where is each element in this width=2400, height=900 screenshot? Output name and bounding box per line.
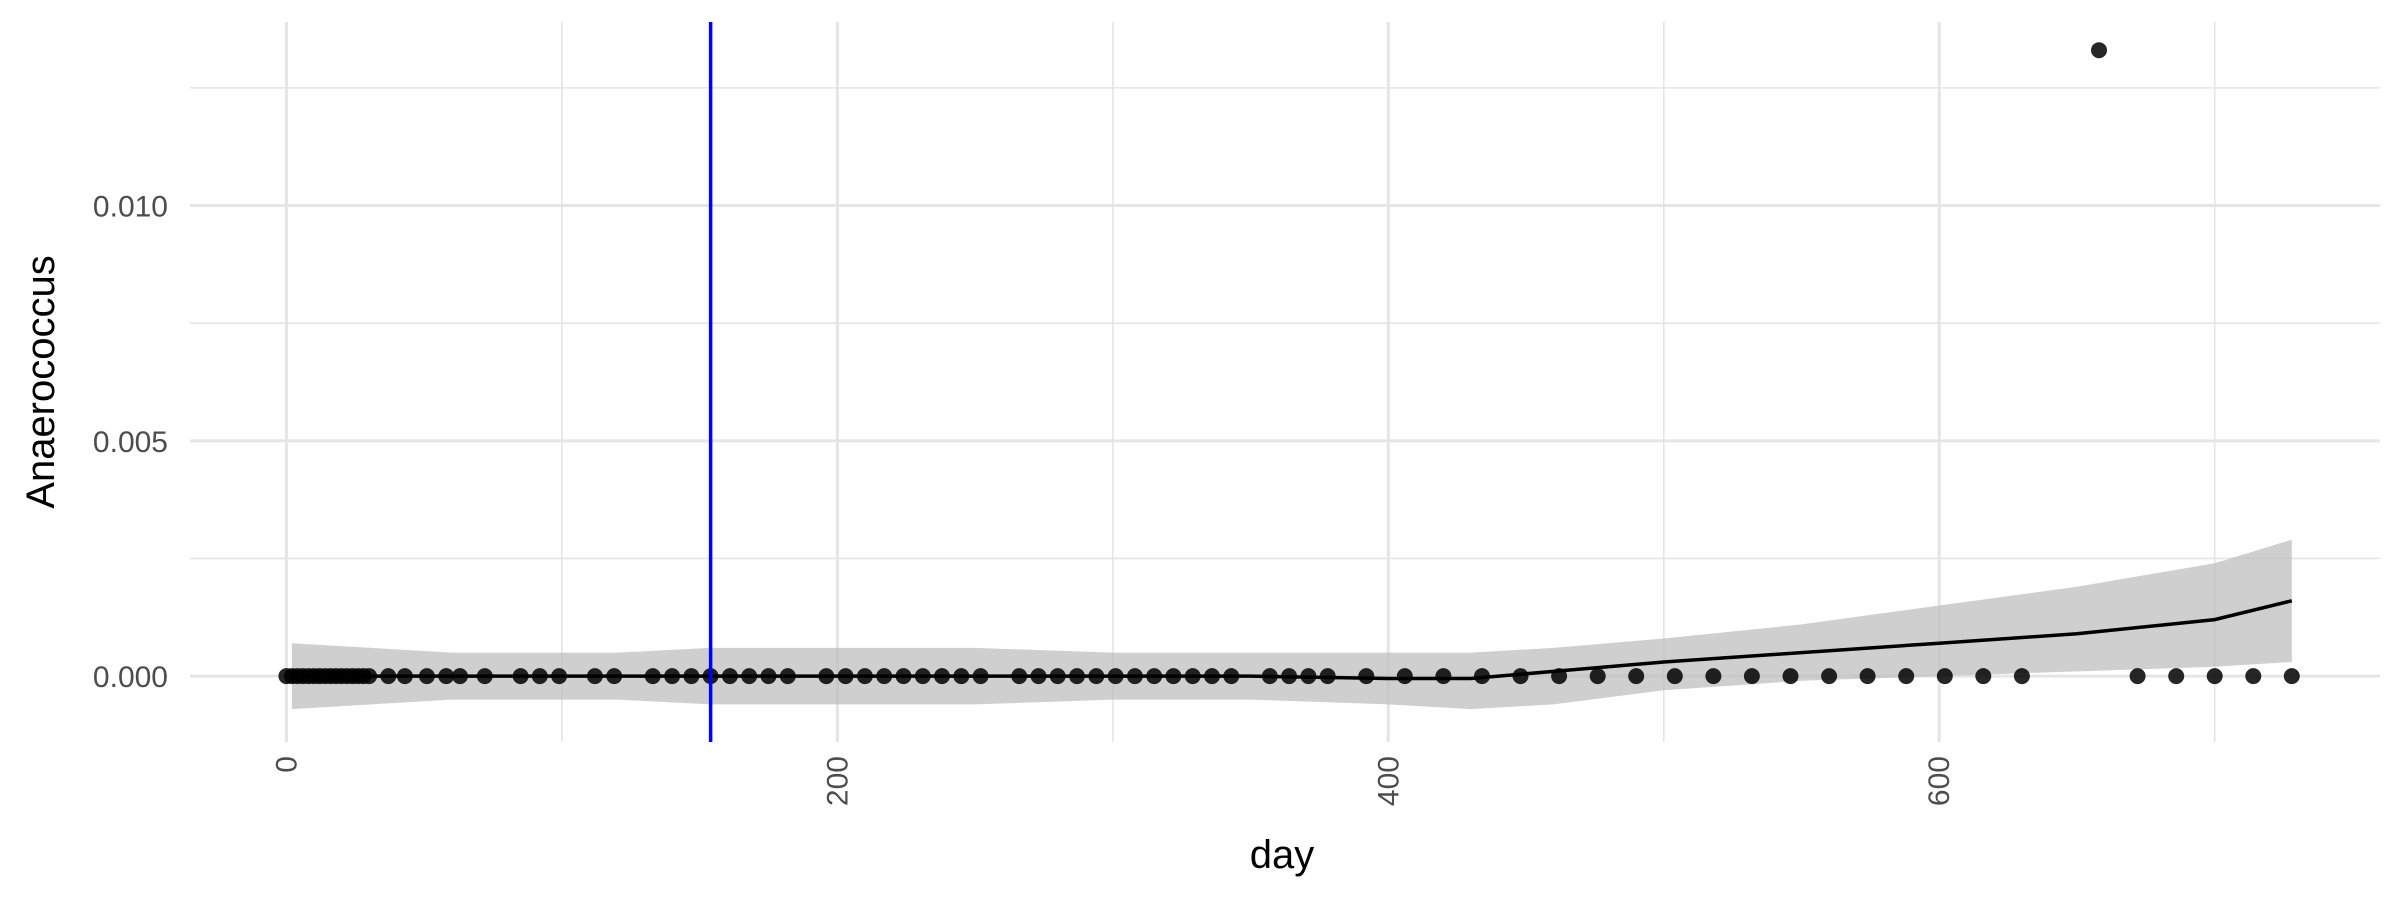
data-point	[1705, 668, 1722, 685]
y-tick-label: 0.010	[93, 191, 168, 224]
data-point	[2283, 668, 2300, 685]
x-tick-label: 400	[1372, 756, 1405, 806]
y-tick-label: 0.000	[93, 661, 168, 694]
data-point	[2168, 668, 2185, 685]
confidence-band	[291, 539, 2292, 710]
data-point	[1898, 668, 1915, 685]
data-point	[1743, 668, 1760, 685]
x-axis-title: day	[1250, 833, 1315, 877]
x-tick-label: 600	[1923, 756, 1956, 806]
points-layer	[278, 42, 2300, 685]
smooth-line	[291, 599, 2293, 681]
data-point	[1628, 668, 1645, 685]
data-point	[2091, 42, 2107, 59]
data-point	[1435, 668, 1452, 685]
data-point	[2013, 668, 2030, 685]
data-point	[1936, 668, 1953, 685]
data-point	[1589, 668, 1606, 685]
data-point	[2129, 668, 2146, 685]
data-point	[2245, 668, 2262, 685]
data-point	[1821, 668, 1838, 685]
smooth-line-layer	[291, 599, 2293, 681]
y-tick-label: 0.005	[93, 426, 168, 459]
data-point	[1782, 668, 1799, 685]
data-point	[1396, 668, 1413, 685]
data-point	[1512, 668, 1529, 685]
x-axis-ticks: 0 200 400 600	[270, 756, 1956, 806]
y-axis-title: Anaerococcus	[19, 255, 63, 508]
y-axis-ticks: 0.000 0.005 0.010	[93, 191, 168, 695]
x-tick-label: 200	[821, 756, 854, 806]
x-tick-label: 0	[270, 756, 303, 773]
data-point	[1975, 668, 1992, 685]
data-point	[1358, 668, 1375, 685]
data-point	[1859, 668, 1876, 685]
data-point	[2206, 668, 2223, 685]
confidence-band-layer	[291, 539, 2292, 710]
data-point	[1666, 668, 1683, 685]
